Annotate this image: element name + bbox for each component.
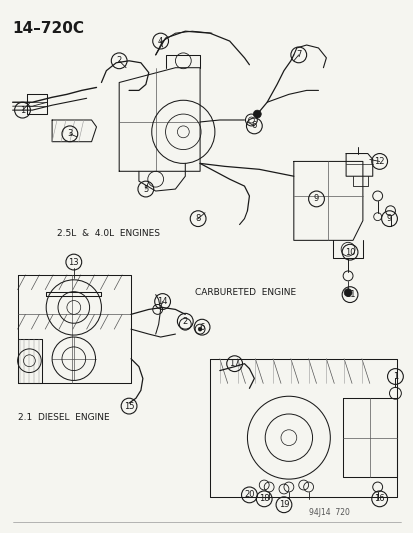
Text: 8: 8 — [195, 214, 200, 223]
Text: 18: 18 — [258, 494, 269, 503]
Text: 14–720C: 14–720C — [13, 21, 84, 36]
Text: 16: 16 — [373, 494, 384, 503]
Circle shape — [343, 289, 351, 296]
Text: 19: 19 — [278, 500, 289, 509]
Text: 2.1  DIESEL  ENGINE: 2.1 DIESEL ENGINE — [17, 413, 109, 422]
Text: 6: 6 — [199, 322, 204, 332]
Text: 20: 20 — [244, 490, 254, 499]
Text: 5: 5 — [143, 184, 148, 193]
Text: 13: 13 — [68, 257, 79, 266]
Text: CARBURETED  ENGINE: CARBURETED ENGINE — [195, 288, 296, 297]
Text: 94J14  720: 94J14 720 — [308, 507, 349, 516]
Circle shape — [198, 327, 202, 331]
Text: 7: 7 — [295, 51, 301, 59]
Text: 1: 1 — [20, 106, 25, 115]
Text: 4: 4 — [158, 37, 163, 45]
Text: 2: 2 — [116, 56, 121, 66]
Text: 9: 9 — [313, 195, 318, 204]
Text: 3: 3 — [67, 130, 72, 138]
Text: 2.5L  &  4.0L  ENGINES: 2.5L & 4.0L ENGINES — [57, 229, 160, 238]
Text: 17: 17 — [229, 359, 240, 368]
Text: 14: 14 — [157, 297, 167, 306]
Text: 11: 11 — [344, 290, 354, 299]
Text: 9: 9 — [386, 214, 391, 223]
Text: 1: 1 — [392, 372, 397, 381]
Circle shape — [253, 110, 261, 118]
Text: 6: 6 — [251, 122, 256, 131]
Text: 15: 15 — [123, 401, 134, 410]
Text: 2: 2 — [182, 317, 188, 326]
Text: 12: 12 — [373, 157, 384, 166]
Text: 10: 10 — [344, 248, 354, 257]
